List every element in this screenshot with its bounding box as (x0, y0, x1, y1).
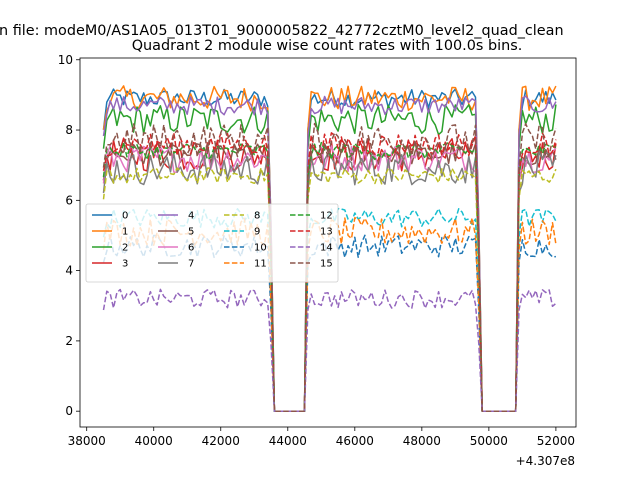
legend-label-13: 13 (320, 227, 333, 238)
legend-label-12: 12 (320, 211, 333, 222)
y-tick-label: 4 (65, 264, 73, 278)
x-tick-label: 48000 (403, 434, 441, 448)
legend-label-4: 4 (188, 211, 194, 222)
y-axis: 0 2 4 6 8 10 (58, 53, 80, 418)
series-line-14 (102, 288, 557, 412)
x-tick-label: 42000 (202, 434, 240, 448)
legend-label-5: 5 (188, 227, 194, 238)
legend-label-6: 6 (188, 243, 194, 254)
axes-title: Quadrant 2 module wise count rates with … (132, 38, 523, 54)
legend-label-10: 10 (254, 243, 267, 254)
x-axis: 38000 40000 42000 44000 46000 48000 50000 52000 (68, 427, 575, 448)
legend-label-11: 11 (254, 259, 267, 270)
figure-suptitle: n file: modeM0/AS1A05_013T01_9000005822_… (0, 23, 564, 39)
legend-label-3: 3 (122, 259, 128, 270)
y-tick-label: 8 (65, 123, 73, 137)
x-tick-label: 38000 (68, 434, 106, 448)
x-tick-label: 50000 (470, 434, 508, 448)
x-tick-label: 46000 (336, 434, 374, 448)
legend-label-7: 7 (188, 259, 194, 270)
x-offset-label: +4.307e8 (516, 454, 575, 468)
legend-label-0: 0 (122, 211, 128, 222)
legend-label-2: 2 (122, 243, 128, 254)
x-tick-label: 44000 (269, 434, 307, 448)
x-tick-label: 52000 (537, 434, 575, 448)
series-line-15 (102, 122, 557, 412)
axes-frame (79, 57, 577, 428)
legend-box (85, 203, 339, 283)
legend-label-14: 14 (320, 243, 333, 254)
y-tick-label: 10 (58, 53, 73, 67)
y-tick-label: 6 (65, 193, 73, 207)
y-tick-label: 2 (65, 334, 73, 348)
y-tick-label: 0 (65, 404, 73, 418)
legend-label-1: 1 (122, 227, 128, 238)
x-tick-label: 40000 (135, 434, 173, 448)
legend-label-9: 9 (254, 227, 260, 238)
legend-label-15: 15 (320, 259, 333, 270)
legend-label-8: 8 (254, 211, 260, 222)
